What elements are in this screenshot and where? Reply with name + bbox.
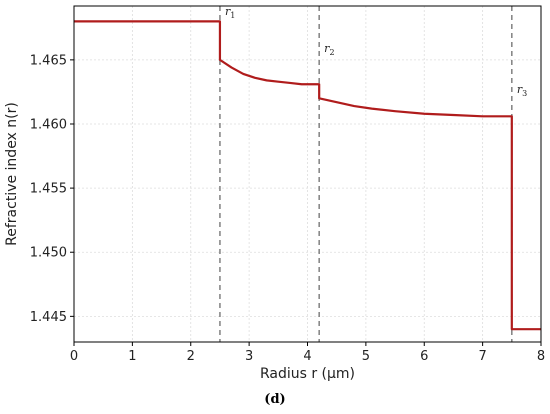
x-tick-label: 7: [478, 349, 486, 364]
boundary-label-r1: r1: [225, 5, 235, 20]
axis-ticks: 0 1 2 3 4 5 6 7 8 1.445 1.450 1.455 1.460 1.465: [30, 53, 545, 364]
y-tick-label: 1.445: [30, 310, 67, 325]
y-tick-label: 1.460: [30, 117, 67, 132]
x-tick-label: 1: [128, 349, 136, 364]
y-tick-label: 1.450: [30, 246, 67, 261]
y-tick-label: 1.465: [30, 53, 67, 68]
x-tick-label: 6: [420, 349, 428, 364]
y-axis-label: Refractive index n(r): [4, 102, 20, 246]
x-tick-label: 5: [362, 349, 370, 364]
y-tick-label: 1.455: [30, 182, 67, 197]
x-tick-label: 2: [187, 349, 195, 364]
x-tick-label: 3: [245, 349, 253, 364]
grid-lines: [73, 6, 542, 342]
radius-boundaries: r1 r2 r3: [219, 5, 527, 342]
x-tick-label: 4: [303, 349, 311, 364]
figure-caption: (d): [264, 392, 286, 407]
x-tick-label: 0: [70, 349, 78, 364]
series-layer: [74, 20, 541, 331]
series-line-0: [74, 20, 541, 331]
refractive-index-chart: r1 r2 r3 0 1 2 3 4 5 6 7 8 1.445 1.450 1.455 1.460 1.46…: [4, 5, 545, 382]
boundary-label-r3: r3: [517, 83, 527, 98]
boundary-label-r2: r2: [324, 42, 334, 57]
x-axis-label: Radius r (µm): [260, 366, 355, 382]
x-tick-label: 8: [537, 349, 545, 364]
